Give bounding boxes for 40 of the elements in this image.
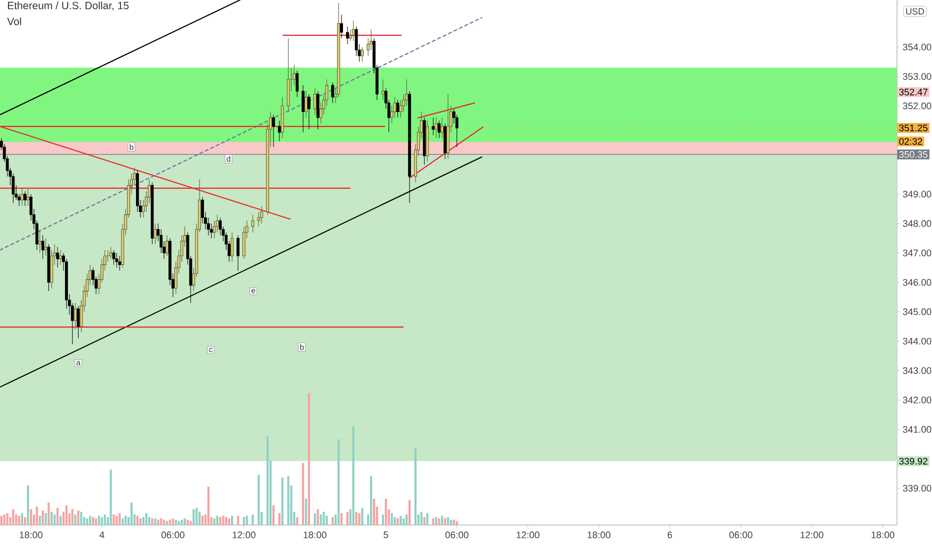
annotation: c [209, 348, 213, 352]
x-tick-label: 06:00 [729, 532, 752, 538]
band-label: 339.92 [899, 458, 928, 465]
y-tick-label: 342.00 [902, 396, 932, 404]
x-tick-label: 18:00 [872, 532, 894, 538]
x-tick-label: 6 [668, 532, 672, 538]
annotation: b [300, 344, 304, 350]
y-tick-label: 348.00 [902, 220, 932, 227]
y-tick-label: 341.00 [902, 426, 932, 433]
ref-line-label: 351.25 [899, 124, 928, 132]
y-tick-label: 349.00 [902, 190, 932, 198]
chart-title: Ethereum / U.S. Dollar, 15 [8, 2, 129, 10]
x-tick-label: 18:00 [304, 532, 326, 538]
y-tick-label: 347.00 [902, 250, 932, 256]
y-tick-label: 352.00 [902, 102, 932, 110]
annotation: b [130, 144, 134, 150]
x-tick-label: 18:00 [588, 532, 610, 538]
x-tick-label: 12:00 [232, 532, 256, 538]
y-tick-label: 354.00 [902, 44, 932, 50]
x-tick-label: 4 [100, 532, 104, 538]
y-tick-label: 353.00 [902, 73, 932, 80]
y-tick-label: 345.00 [902, 308, 932, 316]
y-tick-label: 343.00 [902, 367, 932, 374]
text: 02:32 [899, 138, 922, 145]
y-tick-label: 339.00 [902, 484, 932, 492]
annotation: e [252, 288, 256, 294]
x-tick-label: 12:00 [516, 532, 540, 538]
chart-title: Vol [7, 18, 22, 26]
x-tick-label: 5 [384, 532, 388, 538]
y-tick-label: 346.00 [902, 278, 932, 286]
ref-line-label: 350.35 [899, 151, 928, 158]
x-tick-label: 06:00 [445, 532, 468, 538]
annotation: a [76, 361, 81, 366]
annotation: d [226, 156, 230, 162]
x-tick-label: 18:00 [20, 532, 42, 538]
x-tick-label: 06:00 [161, 532, 184, 538]
y-tick-label: 344.00 [902, 338, 932, 345]
band-label: 352.47 [899, 88, 928, 96]
y-axis-title: USD [906, 8, 924, 15]
x-tick-label: 12:00 [800, 532, 824, 538]
